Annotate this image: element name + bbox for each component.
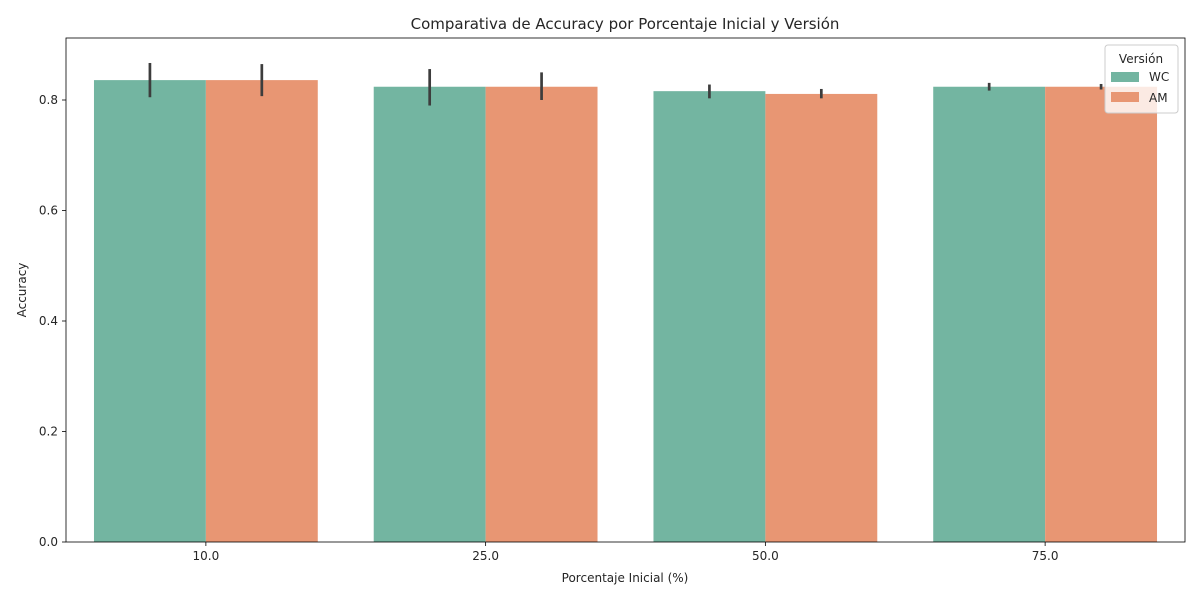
x-axis-label: Porcentaje Inicial (%) xyxy=(562,571,689,585)
plot-frame xyxy=(65,37,1186,543)
error-bars-group xyxy=(148,62,1103,106)
bar-wc-50.0 xyxy=(653,91,766,542)
bar-wc-10.0 xyxy=(93,80,206,543)
bar-wc-75.0 xyxy=(933,86,1046,543)
y-tick-label: 0.8 xyxy=(39,93,58,107)
x-tick-label: 50.0 xyxy=(752,549,779,563)
x-tick-label: 25.0 xyxy=(472,549,499,563)
legend-title: Versión xyxy=(1119,52,1163,66)
x-tick-label: 75.0 xyxy=(1032,549,1059,563)
y-tick-label: 0.2 xyxy=(39,425,58,439)
bar-am-25.0 xyxy=(485,86,598,543)
y-tick-label: 0.6 xyxy=(39,204,58,218)
y-tick-label: 0.0 xyxy=(39,535,58,549)
x-tick-label: 10.0 xyxy=(193,549,220,563)
legend: Versión WC AM xyxy=(1104,44,1179,114)
bar-am-10.0 xyxy=(205,80,318,543)
legend-swatch-wc xyxy=(1111,72,1139,82)
chart-title: Comparativa de Accuracy por Porcentaje I… xyxy=(411,15,840,33)
y-axis-ticks: 0.0 0.2 0.4 0.6 0.8 xyxy=(39,93,66,549)
y-tick-label: 0.4 xyxy=(39,314,58,328)
bar-wc-25.0 xyxy=(373,86,486,543)
legend-swatch-am xyxy=(1111,92,1139,102)
bar-am-75.0 xyxy=(1045,86,1158,543)
y-axis-label: Accuracy xyxy=(15,263,29,318)
legend-label-wc: WC xyxy=(1149,70,1169,84)
x-axis-ticks: 10.0 25.0 50.0 75.0 xyxy=(193,542,1059,563)
bars-group xyxy=(93,80,1158,543)
bar-am-50.0 xyxy=(765,93,878,543)
legend-label-am: AM xyxy=(1149,91,1168,105)
